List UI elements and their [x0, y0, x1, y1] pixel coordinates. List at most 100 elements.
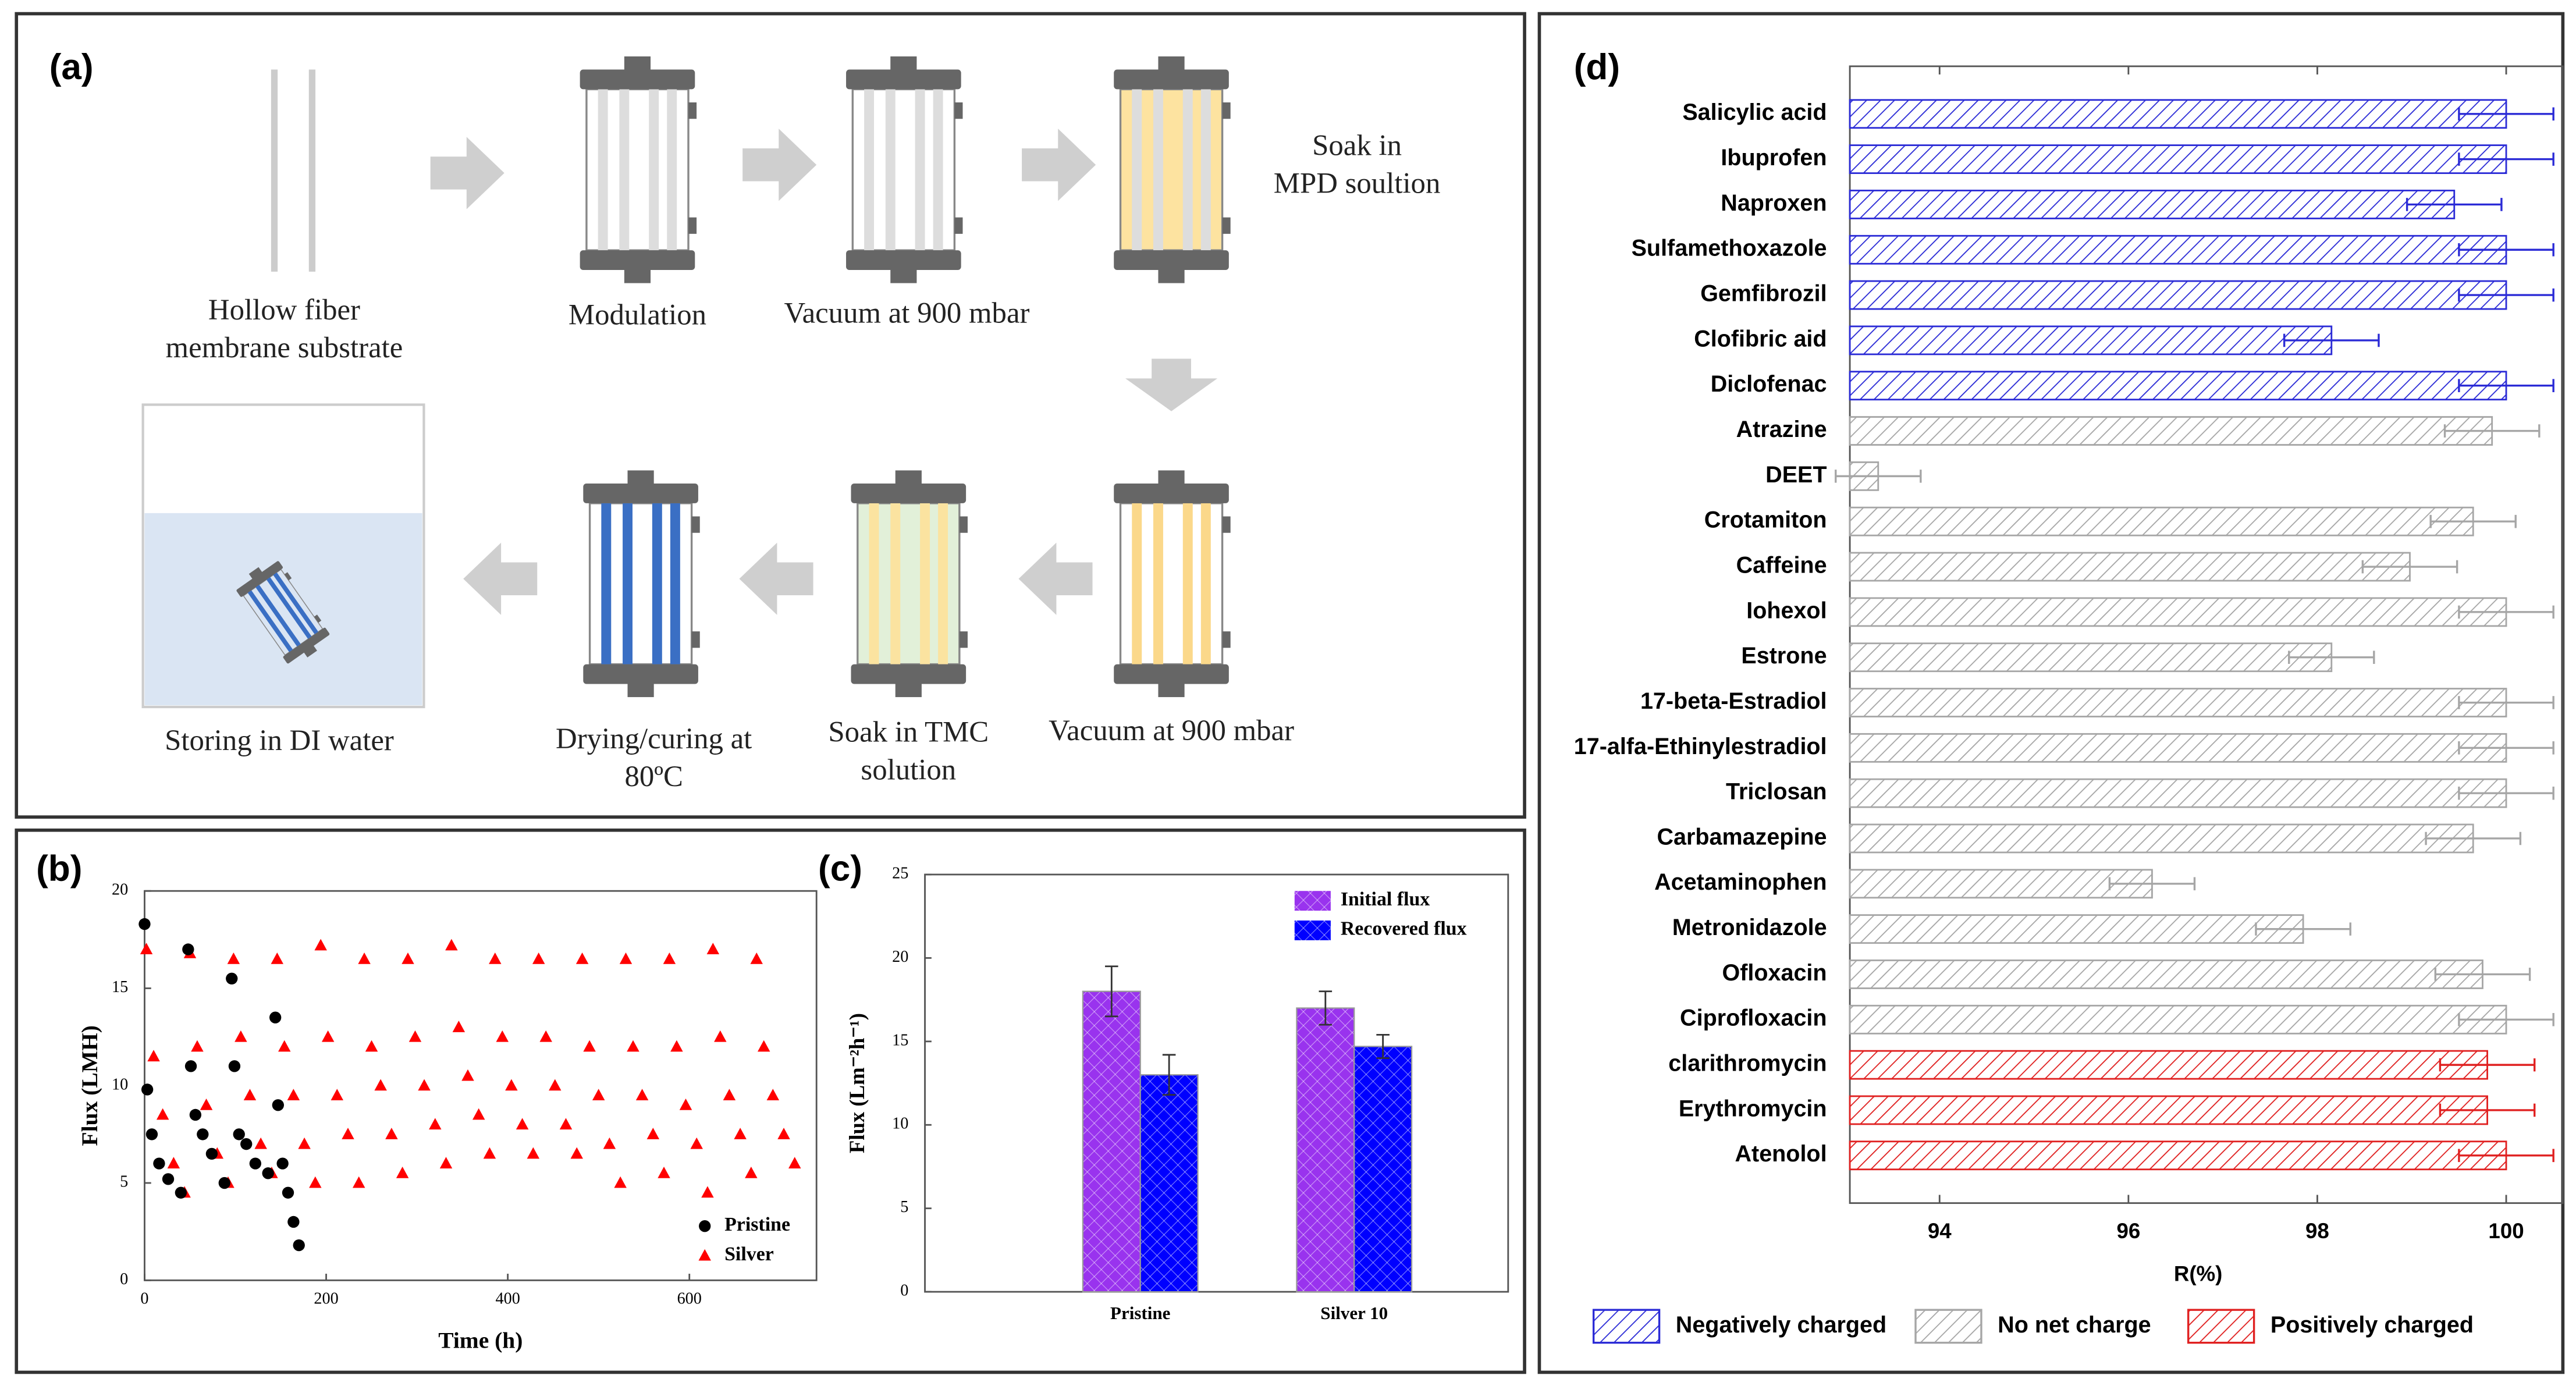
point: [429, 1118, 442, 1130]
error-bar: [2458, 243, 2554, 257]
error-bar: [2434, 968, 2531, 981]
point: [452, 1021, 466, 1032]
bar: [1849, 416, 2493, 446]
x-tick-label: 100: [2488, 1219, 2524, 1243]
panel-a-frame: [15, 12, 1526, 819]
step-label: membrane substrate: [166, 331, 403, 364]
error-bar: [1835, 470, 1922, 483]
process-arrow: [1018, 542, 1093, 615]
point: [342, 1128, 354, 1139]
category-label: Estrone: [1741, 643, 1827, 669]
error-bar: [1105, 965, 1118, 1018]
error-bar: [2406, 198, 2503, 211]
point: [592, 1089, 605, 1100]
y-tick-label: 0: [120, 1270, 128, 1288]
cartridge-cap: [851, 484, 967, 503]
fiber: [885, 89, 896, 251]
legend-label: No net charge: [1998, 1312, 2151, 1338]
category-label: clarithromycin: [1668, 1051, 1827, 1076]
fiber: [1200, 503, 1211, 664]
point: [575, 953, 589, 964]
category-label: 17-beta-Estradiol: [1640, 688, 1827, 714]
cartridge-cap: [580, 69, 695, 90]
point: [140, 943, 153, 955]
point: [723, 1089, 736, 1100]
cartridge-knob: [895, 680, 922, 698]
point: [532, 953, 545, 964]
panel-label: (c): [818, 849, 862, 889]
point: [745, 1167, 758, 1178]
x-axis-label: R(%): [2174, 1262, 2223, 1286]
bar: [1849, 325, 2333, 356]
category-label: Caffeine: [1736, 552, 1827, 578]
point: [461, 1069, 474, 1081]
point: [777, 1128, 790, 1139]
fiber: [920, 503, 930, 664]
bar: [1849, 552, 2411, 582]
error-bar: [2458, 741, 2554, 755]
point: [278, 1040, 291, 1052]
bar: [1849, 190, 2456, 219]
cartridge-knob: [890, 266, 917, 283]
point: [418, 1079, 431, 1091]
fiber: [1200, 89, 1211, 251]
point: [614, 1176, 627, 1188]
point: [627, 1040, 639, 1052]
point: [706, 943, 720, 955]
panel-label: (a): [49, 47, 94, 87]
bar: [1849, 778, 2507, 808]
point: [218, 1177, 230, 1189]
bar: [1849, 733, 2507, 763]
x-axis-label: Time (h): [438, 1328, 523, 1353]
cartridge-cap: [283, 627, 330, 664]
error-bar: [2425, 831, 2522, 845]
x-tick-label: 94: [1928, 1219, 1952, 1243]
point: [184, 1060, 197, 1072]
fiber: [670, 503, 680, 664]
x-tick-label: 0: [140, 1290, 148, 1308]
error-bar: [2361, 560, 2458, 574]
point: [670, 1040, 683, 1052]
cartridge-knob: [1158, 680, 1185, 698]
point: [254, 1137, 267, 1149]
category-label: Erythromycin: [1679, 1096, 1827, 1121]
point: [701, 1186, 714, 1198]
category-label: Naproxen: [1721, 190, 1827, 216]
legend-label: Initial flux: [1341, 889, 1430, 910]
process-arrow: [1022, 129, 1096, 201]
fiber: [247, 590, 293, 652]
x-tick-label: Silver 10: [1320, 1303, 1388, 1323]
fiber: [938, 503, 948, 664]
cartridge-cap: [846, 250, 961, 270]
y-axis-label: Flux (Lm⁻²h⁻¹): [845, 1013, 869, 1153]
legend-label: Recovered flux: [1341, 918, 1467, 940]
stored-module: [236, 561, 330, 664]
point: [646, 1128, 660, 1139]
step-label: Drying/curing at: [556, 722, 752, 755]
point: [276, 1157, 289, 1170]
legend-marker: [698, 1249, 711, 1261]
point: [145, 1128, 158, 1140]
point: [679, 1098, 692, 1110]
cartridge-knob: [1158, 56, 1185, 73]
point: [408, 1030, 422, 1042]
fiber: [1182, 89, 1193, 251]
point: [358, 953, 371, 964]
point: [226, 972, 238, 985]
step-label: Vacuum at 900 mbar: [1049, 714, 1294, 747]
point: [527, 1147, 540, 1159]
error-bar: [2458, 1149, 2554, 1163]
fiber: [619, 89, 630, 251]
point: [559, 1118, 573, 1130]
category-label: Carbamazepine: [1657, 824, 1827, 850]
fiber: [1182, 503, 1193, 664]
point: [287, 1216, 300, 1228]
point: [365, 1040, 378, 1052]
bar: [1849, 914, 2304, 944]
step-label: Hollow fiber: [208, 293, 360, 326]
legend-swatch: [1294, 891, 1331, 911]
point: [539, 1030, 552, 1042]
point: [483, 1147, 496, 1159]
error-bar: [2439, 1103, 2536, 1117]
